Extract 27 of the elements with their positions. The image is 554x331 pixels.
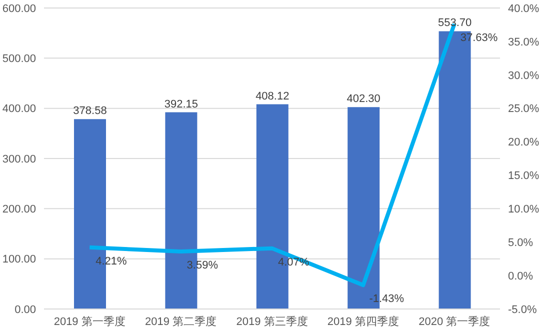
y2-tick-label: 40.0% xyxy=(508,2,540,15)
y-tick-label: 0.00 xyxy=(14,304,36,316)
x-tick-label: 2019 第四季度 xyxy=(327,314,399,328)
data-label: 378.58 xyxy=(73,105,107,118)
y2-tick-label: 35.0% xyxy=(508,36,540,48)
y-tick-label: 500.00 xyxy=(2,53,36,66)
y2-tick-label: 30.0% xyxy=(508,70,540,82)
y2-tick-label: 20.0% xyxy=(508,136,540,149)
y2-tick-label: 5.0% xyxy=(508,237,534,250)
y2-tick-label: -5.0% xyxy=(508,304,537,316)
data-label: 402.30 xyxy=(346,93,380,106)
y-tick-label: 400.00 xyxy=(2,103,36,116)
y2-tick-label: 10.0% xyxy=(508,204,540,216)
y2-tick-label: 25.0% xyxy=(508,103,540,116)
y-tick-label: 100.00 xyxy=(2,254,36,266)
x-tick-label: 2019 第一季度 xyxy=(54,314,126,328)
data-label: 553.70 xyxy=(438,17,472,30)
y-tick-label: 300.00 xyxy=(2,153,36,166)
data-label: 408.12 xyxy=(256,90,290,102)
y2-tick-label: 15.0% xyxy=(508,170,540,182)
x-tick-label: 2019 第三季度 xyxy=(236,314,308,328)
x-tick-label: 2020 第一季度 xyxy=(418,314,490,328)
data-label: 392.15 xyxy=(164,98,198,110)
y-tick-label: 200.00 xyxy=(2,204,36,216)
y-tick-label: 600.00 xyxy=(2,2,36,15)
x-tick-label: 2019 第二季度 xyxy=(145,314,217,328)
y2-tick-label: 0.0% xyxy=(508,270,534,282)
